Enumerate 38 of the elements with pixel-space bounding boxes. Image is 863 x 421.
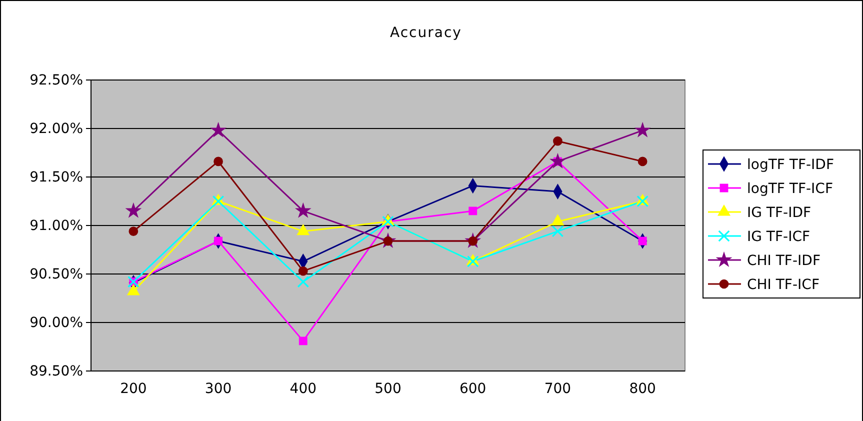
point — [552, 225, 564, 238]
legend-label: logTF TF-ICF — [747, 181, 834, 197]
y-tick-label: 90.00% — [30, 314, 83, 331]
point — [296, 203, 310, 218]
point — [214, 156, 223, 166]
point — [298, 266, 308, 276]
legend-label: CHI TF-ICF — [747, 277, 820, 293]
y-tick-label: 91.00% — [30, 218, 83, 234]
point — [211, 122, 226, 137]
point — [553, 136, 562, 146]
legend-label: IG TF-ICF — [747, 229, 810, 245]
legend-label: CHI TF-IDF — [747, 253, 820, 269]
x-tick-label: 600 — [459, 380, 486, 397]
point — [127, 284, 140, 296]
legend-label: logTF TF-IDF — [747, 157, 834, 173]
x-tick-label: 400 — [290, 380, 317, 397]
y-tick-label: 90.50% — [30, 266, 83, 282]
y-tick-label: 92.50% — [30, 72, 83, 88]
x-tick-label: 500 — [374, 380, 402, 397]
point — [550, 154, 565, 168]
point — [635, 122, 650, 137]
point — [297, 224, 310, 236]
point — [552, 214, 564, 226]
y-tick-label: 89.50% — [30, 363, 83, 380]
y-tick-label: 92.00% — [30, 120, 83, 137]
x-tick-label: 200 — [120, 380, 147, 397]
point — [638, 156, 648, 166]
point — [468, 206, 478, 216]
point — [297, 276, 310, 288]
x-tick-label: 300 — [204, 380, 232, 397]
chart-title: Accuracy — [390, 25, 462, 41]
x-tick-label: 800 — [629, 380, 656, 397]
x-tick-label: 700 — [544, 380, 572, 397]
point — [126, 203, 141, 218]
point — [128, 226, 138, 236]
legend-label: IG TF-IDF — [747, 205, 812, 221]
y-tick-label: 91.50% — [30, 169, 83, 186]
point — [298, 336, 308, 346]
